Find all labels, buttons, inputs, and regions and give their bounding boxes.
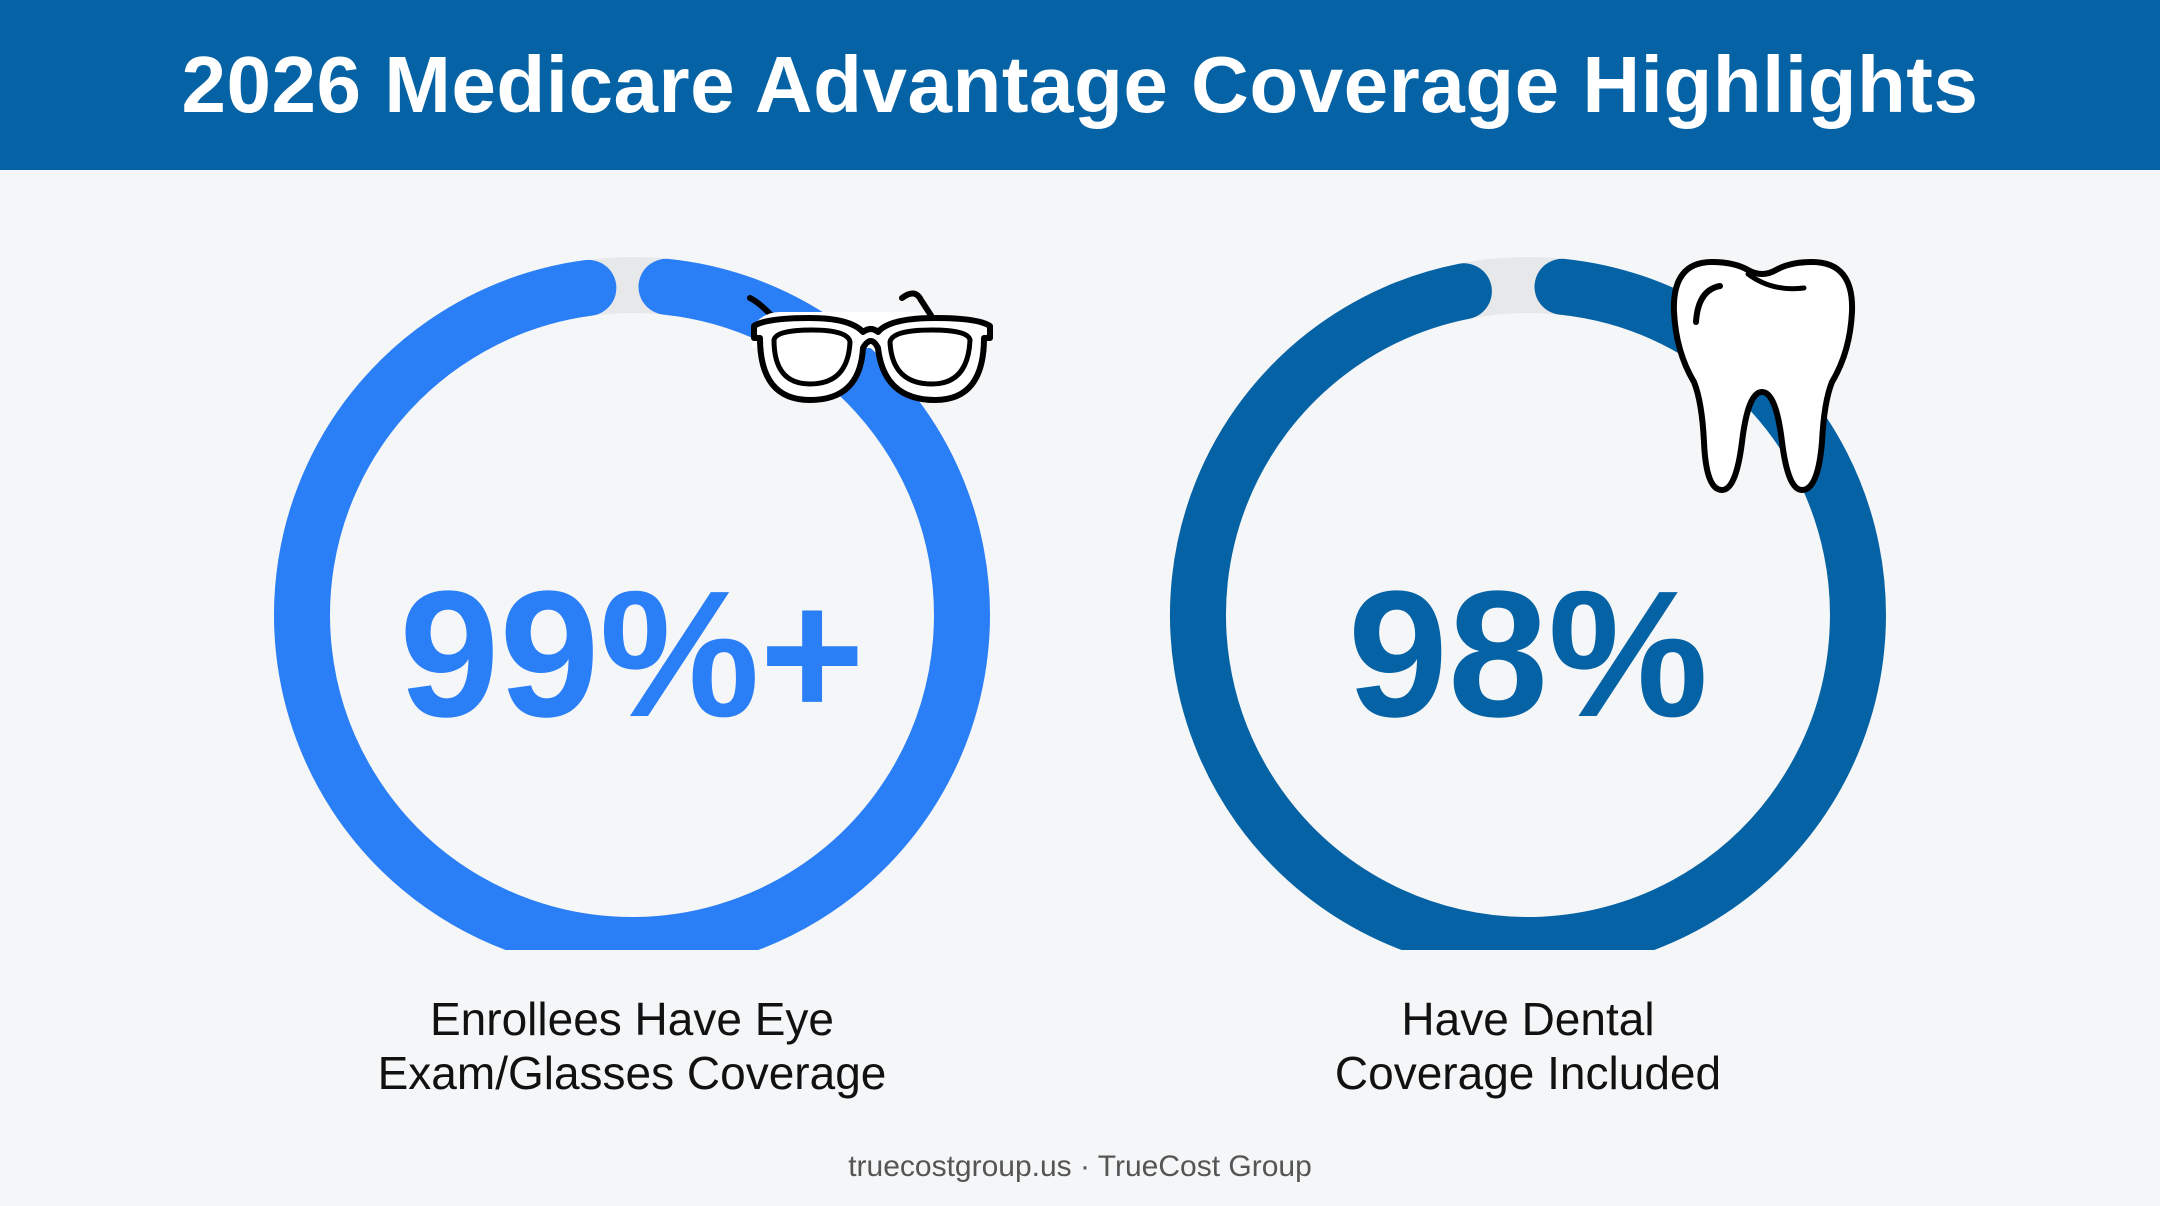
footer-source: truecostgroup.us · TrueCost Group [848, 1150, 1312, 1183]
eyeglasses-icon [747, 290, 993, 403]
vision-caption: Enrollees Have Eye Exam/Glasses Coverage [202, 992, 1062, 1100]
donut-value-arc [274, 258, 990, 950]
dental-coverage-panel: 98% Have Dental Coverage Included [1098, 230, 1958, 1110]
vision-donut-chart [274, 257, 993, 950]
dental-caption: Have Dental Coverage Included [1098, 992, 1958, 1100]
page-title: 2026 Medicare Advantage Coverage Highlig… [181, 40, 1979, 129]
vision-coverage-panel: 99%+ Enrollees Have Eye Exam/Glasses Cov… [202, 230, 1062, 1110]
vision-percentage: 99%+ [399, 554, 865, 755]
tooth-icon [1670, 259, 1856, 493]
header-bar: 2026 Medicare Advantage Coverage Highlig… [0, 0, 2160, 170]
dental-percentage: 98% [1347, 554, 1709, 755]
dental-caption-line2: Coverage Included [1334, 1047, 1722, 1099]
vision-caption-line1: Enrollees Have Eye [430, 993, 834, 1045]
dental-donut-chart [1169, 257, 1886, 950]
dental-caption-line1: Have Dental [1401, 993, 1655, 1045]
vision-caption-line2: Exam/Glasses Coverage [377, 1047, 887, 1099]
